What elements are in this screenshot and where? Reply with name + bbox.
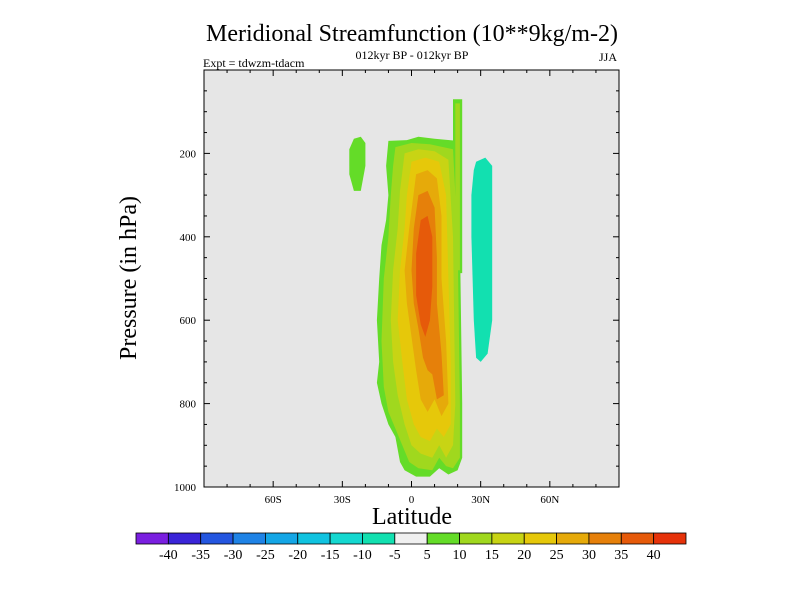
chart-title: Meridional Streamfunction (10**9kg/m-2) <box>206 21 618 47</box>
contour-fill-5-south <box>349 136 366 191</box>
chart-subtitle-left: Expt = tdwzm-tdacm <box>203 56 305 70</box>
contour-fill-35 <box>416 215 433 337</box>
colorbar-label-2: -30 <box>224 548 243 563</box>
contour-fill-neg5 <box>471 157 493 362</box>
colorbar-swatch-0 <box>135 532 169 545</box>
colorbar-label-15: 40 <box>647 548 661 563</box>
colorbar-label-3: -25 <box>256 548 275 563</box>
colorbar-label-13: 30 <box>582 548 596 563</box>
y-tick-label-3: 800 <box>180 399 197 411</box>
colorbar-swatch-7 <box>362 532 396 545</box>
contour-fill-10-strip <box>455 103 460 271</box>
x-tick-label-3: 30N <box>471 494 490 506</box>
x-tick-label-0: 60S <box>265 494 282 506</box>
colorbar-label-7: -5 <box>389 548 401 563</box>
colorbar-swatch-12 <box>523 532 557 545</box>
colorbar-swatch-5 <box>297 532 331 545</box>
contour-layers <box>349 99 493 477</box>
colorbar-swatch-16 <box>653 532 687 545</box>
x-tick-label-4: 60N <box>540 494 559 506</box>
colorbar-label-10: 15 <box>485 548 499 563</box>
colorbar-label-0: -40 <box>159 548 178 563</box>
colorbar-label-8: 5 <box>424 548 431 563</box>
colorbar-swatch-3 <box>232 532 266 545</box>
axis-ticks: 60S 30S 0 30N 60N 200 400 600 800 1000 <box>174 70 619 506</box>
colorbar-label-1: -35 <box>191 548 210 563</box>
x-axis-label: Latitude <box>372 504 452 530</box>
colorbar-label-11: 20 <box>517 548 531 563</box>
y-tick-label-2: 600 <box>180 315 197 327</box>
colorbar-swatch-13 <box>556 532 590 545</box>
y-tick-label-0: 200 <box>180 148 197 160</box>
colorbar-swatch-4 <box>265 532 299 545</box>
colorbar-swatch-8 <box>394 532 428 545</box>
chart-subtitle-center: 012kyr BP - 012kyr BP <box>356 48 469 62</box>
colorbar-swatch-6 <box>329 532 363 545</box>
colorbar: -40 -35 -30 -25 -20 -15 -10 -5 5 10 15 20 25 30 35 40 <box>135 532 687 563</box>
colorbar-swatch-15 <box>620 532 655 545</box>
colorbar-swatch-10 <box>459 532 493 545</box>
colorbar-label-9: 10 <box>453 548 467 563</box>
colorbar-swatch-1 <box>167 532 202 545</box>
y-tick-label-1: 400 <box>180 232 197 244</box>
colorbar-label-6: -10 <box>353 548 372 563</box>
colorbar-swatch-14 <box>588 532 622 545</box>
colorbar-label-14: 35 <box>614 548 628 563</box>
y-tick-label-4: 1000 <box>174 482 197 494</box>
x-tick-label-2: 0 <box>409 494 415 506</box>
y-axis-label: Pressure (in hPa) <box>116 196 142 360</box>
chart-subtitle-right: JJA <box>599 50 617 64</box>
x-tick-label-1: 30S <box>334 494 351 506</box>
colorbar-label-12: 25 <box>550 548 564 563</box>
colorbar-label-4: -20 <box>288 548 307 563</box>
colorbar-swatch-9 <box>426 532 460 545</box>
colorbar-swatch-2 <box>200 532 234 545</box>
colorbar-swatch-11 <box>491 532 525 545</box>
colorbar-label-5: -15 <box>321 548 340 563</box>
